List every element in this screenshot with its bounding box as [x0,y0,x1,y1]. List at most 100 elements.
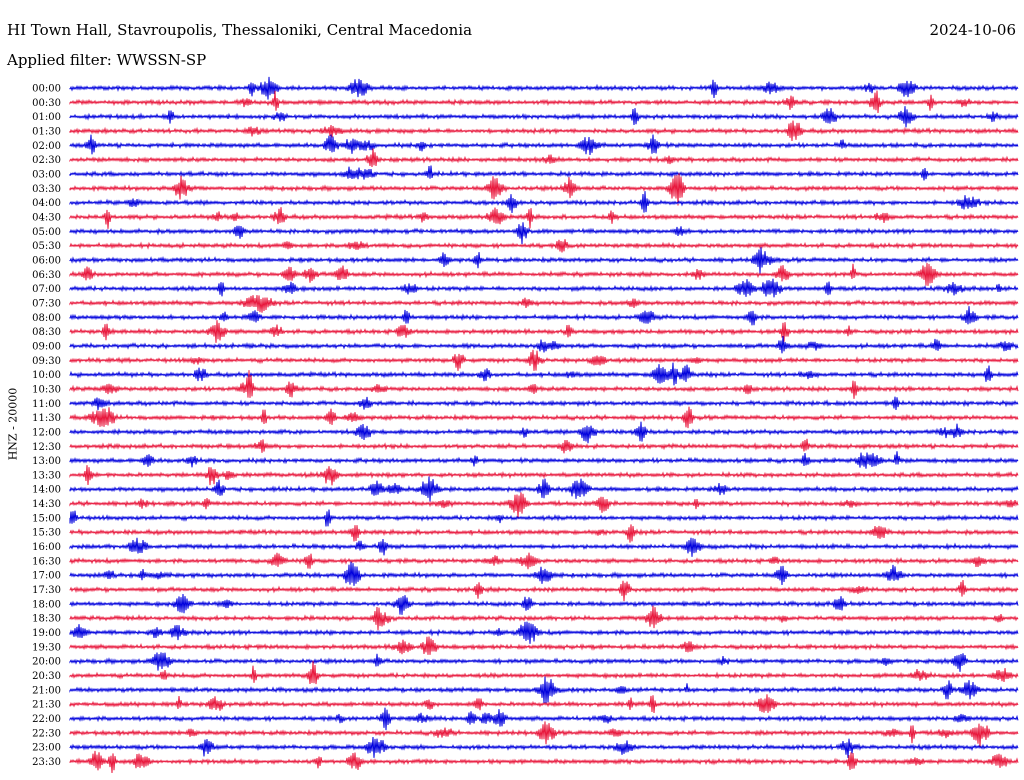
trace-row [69,247,1019,274]
row-time-label: 09:30 [32,356,61,367]
trace-row [69,438,1019,454]
row-time-label: 12:00 [32,427,61,438]
filter-label: Applied filter: WWSSN-SP [7,51,207,69]
row-time-label: 17:00 [32,571,61,582]
row-time-label: 11:30 [32,413,61,424]
trace-row [69,106,1019,128]
row-time-label: 20:00 [32,657,61,668]
trace-row [69,593,1019,615]
row-time-label: 05:30 [32,241,61,252]
row-time-label: 07:00 [32,284,61,295]
trace-row [69,605,1019,631]
trace-row [69,335,1019,354]
row-time-label: 22:30 [32,728,61,739]
trace-row [69,90,1019,114]
row-time-label: 05:00 [32,227,61,238]
row-time-label: 17:30 [32,585,61,596]
row-time-label: 04:30 [32,212,61,223]
trace-row [69,676,1019,704]
trace-row [69,451,1019,469]
row-time-label: 16:30 [32,556,61,567]
row-time-label: 14:30 [32,499,61,510]
trace-row [69,222,1019,245]
trace-row [69,707,1019,731]
trace-row [69,476,1019,502]
trace-row [69,120,1019,142]
row-time-label: 16:00 [32,542,61,553]
row-time-label: 09:00 [32,341,61,352]
trace-row [69,537,1019,557]
trace-row [69,694,1019,714]
row-time-label: 10:30 [32,384,61,395]
row-time-label: 14:00 [32,485,61,496]
row-time-label: 03:30 [32,184,61,195]
date-label: 2024-10-06 [929,21,1016,39]
trace-row [69,636,1019,655]
trace-row [69,579,1019,602]
row-time-label: 01:00 [32,112,61,123]
trace-row [69,524,1019,543]
row-time-label: 20:30 [32,671,61,682]
row-time-label: 11:00 [32,399,61,410]
trace-row [69,621,1019,644]
trace-row [69,362,1019,386]
row-time-label: 15:30 [32,528,61,539]
trace-row [69,295,1019,313]
row-time-label: 03:00 [32,169,61,180]
row-time-label: 21:30 [32,700,61,711]
trace-row [69,750,1019,774]
row-time-label: 13:00 [32,456,61,467]
row-time-label: 04:00 [32,198,61,209]
row-time-label: 22:00 [32,714,61,725]
row-time-label: 00:30 [32,98,61,109]
trace-row [69,561,1019,586]
trace-row [69,239,1019,253]
row-time-label: 08:30 [32,327,61,338]
trace-row [69,173,1019,206]
trace-row [69,134,1019,156]
trace-row [69,492,1019,518]
trace-row [69,207,1019,229]
trace-row [69,721,1019,747]
trace-row [69,465,1019,486]
row-time-label: 00:00 [32,84,61,95]
row-time-label: 13:30 [32,470,61,481]
trace-row [69,262,1019,286]
row-time-label: 12:30 [32,442,61,453]
trace-row [69,396,1019,411]
row-time-label: 07:30 [32,298,61,309]
row-time-label: 02:30 [32,155,61,166]
trace-row [69,509,1019,527]
row-time-label: 23:30 [32,757,61,768]
trace-row [69,349,1019,371]
trace-row [69,320,1019,343]
trace-row [69,660,1019,685]
row-time-label: 08:00 [32,313,61,324]
row-time-label: 02:00 [32,141,61,152]
trace-row [69,406,1019,429]
trace-row [69,306,1019,326]
row-time-label: 19:30 [32,642,61,653]
station-title: HI Town Hall, Stavroupolis, Thessaloniki… [7,21,473,39]
row-time-label: 18:30 [32,614,61,625]
row-time-label: 21:00 [32,685,61,696]
trace-row [69,736,1019,759]
trace-row [69,76,1019,100]
row-time-label: 06:30 [32,270,61,281]
row-time-label: 18:00 [32,599,61,610]
trace-row [69,148,1019,168]
trace-row [69,421,1019,444]
trace-row [69,191,1019,214]
trace-row [69,652,1019,672]
trace-row [69,278,1019,298]
row-time-label: 06:00 [32,255,61,266]
row-time-label: 19:00 [32,628,61,639]
row-time-label: 23:00 [32,743,61,754]
trace-row [69,370,1019,399]
trace-row [69,552,1019,570]
row-time-label: 15:00 [32,513,61,524]
trace-row [69,165,1019,181]
row-time-label: 10:00 [32,370,61,381]
row-time-label: 01:30 [32,126,61,137]
